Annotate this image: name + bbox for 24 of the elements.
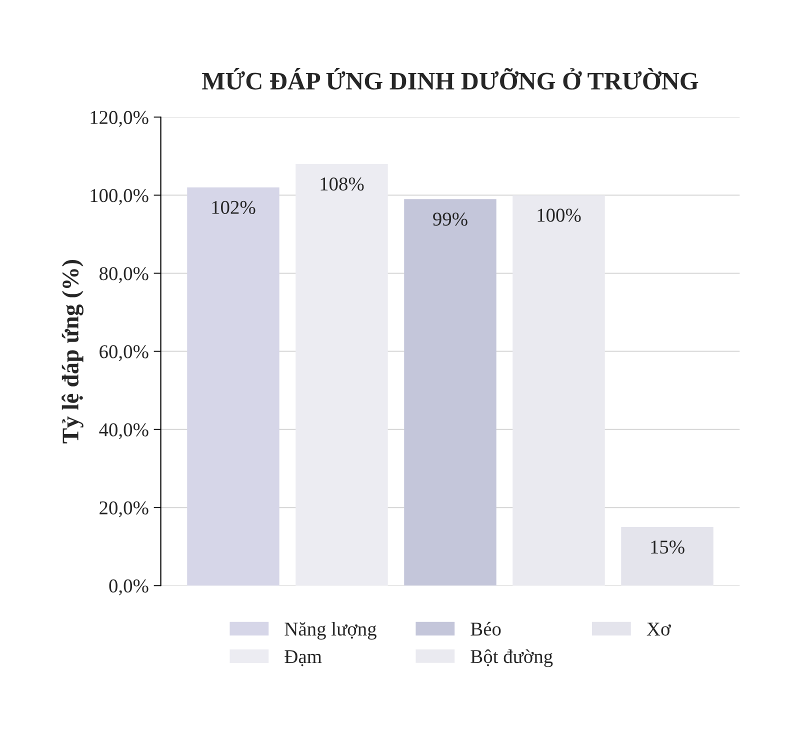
bar — [404, 199, 496, 586]
y-tick-label: 40,0% — [99, 423, 148, 440]
data-label: 15% — [651, 540, 684, 554]
bar — [296, 164, 388, 586]
y-tick-label: 100,0% — [90, 189, 148, 205]
legend-label: Bột đường — [470, 649, 553, 668]
legend-label: Đạm — [284, 650, 322, 666]
bar — [621, 527, 714, 586]
y-tick-label: 60,0% — [100, 345, 148, 362]
data-label: 99% — [433, 212, 468, 226]
y-axis-title: Tỷ lệ đáp ứng (%) — [62, 260, 84, 444]
y-tick-label: 20,0% — [100, 501, 148, 518]
legend-label: Béo — [470, 622, 501, 636]
data-label: 100% — [538, 208, 581, 222]
data-label: 108% — [320, 177, 364, 191]
y-tick-label: 0,0% — [109, 579, 148, 596]
y-tick-label: 120,0% — [90, 110, 148, 127]
legend-label: Năng lượng — [284, 622, 376, 640]
y-tick-label: 80,0% — [100, 267, 148, 284]
bar — [512, 195, 605, 586]
legend-label: Xơ — [646, 622, 671, 636]
data-label: 102% — [212, 200, 256, 214]
bar — [187, 187, 280, 586]
chart-title: MỨC ĐÁP ỨNG DINH DƯỠNG Ở TRƯỜNG — [202, 68, 698, 90]
